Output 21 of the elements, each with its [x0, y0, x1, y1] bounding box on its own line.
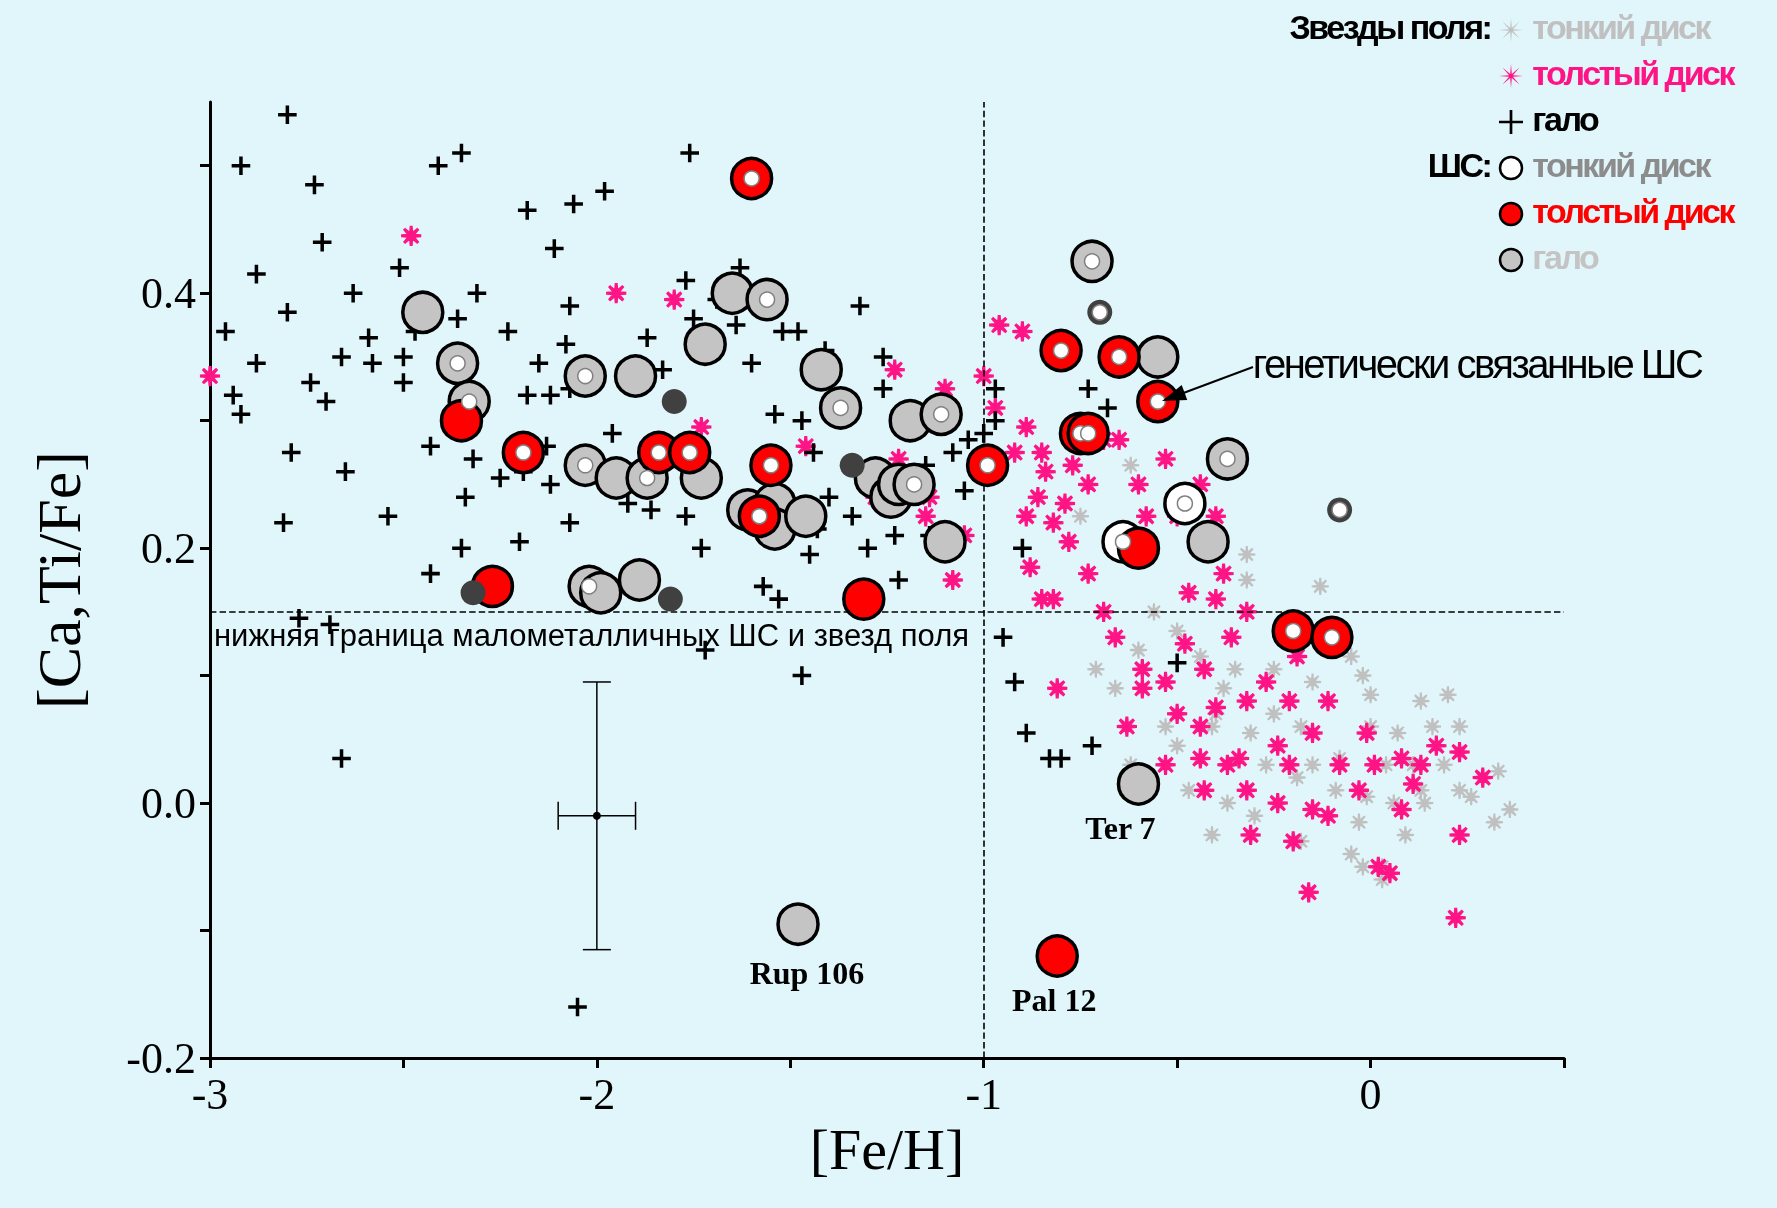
x-tick-label: -2	[578, 1069, 616, 1119]
legend-label: гало	[1532, 100, 1598, 138]
x-axis-title: [Fe/H]	[809, 1117, 965, 1183]
annotation: ШС:	[1426, 145, 1492, 186]
annotation: генетически связанные ШС	[1252, 341, 1702, 387]
ref-line-label: нижняя граница малометалличных ШС и звезд поля	[214, 617, 970, 653]
legend-label: тонкий диск	[1532, 146, 1710, 184]
y-tick-label: 0.2	[141, 523, 196, 573]
y-axis-title: [Ca,Ti/Fe]	[25, 451, 93, 709]
x-tick-label: 0	[1359, 1069, 1382, 1119]
text: Звезды поля:	[1288, 7, 1492, 48]
y-tick-label: 0.0	[141, 778, 196, 828]
annotation: Pal 12	[1011, 981, 1097, 1019]
annotation: Rup 106	[749, 954, 865, 992]
legend-label: толстый диск	[1532, 192, 1733, 230]
legend-label: тонкий диск	[1532, 8, 1710, 46]
y-tick-label: 0.4	[141, 268, 196, 318]
legend-label: толстый диск	[1532, 54, 1733, 92]
annotation: Ter 7	[1085, 809, 1156, 847]
x-tick-label: -1	[965, 1069, 1003, 1119]
y-tick-label: -0.2	[126, 1033, 196, 1083]
